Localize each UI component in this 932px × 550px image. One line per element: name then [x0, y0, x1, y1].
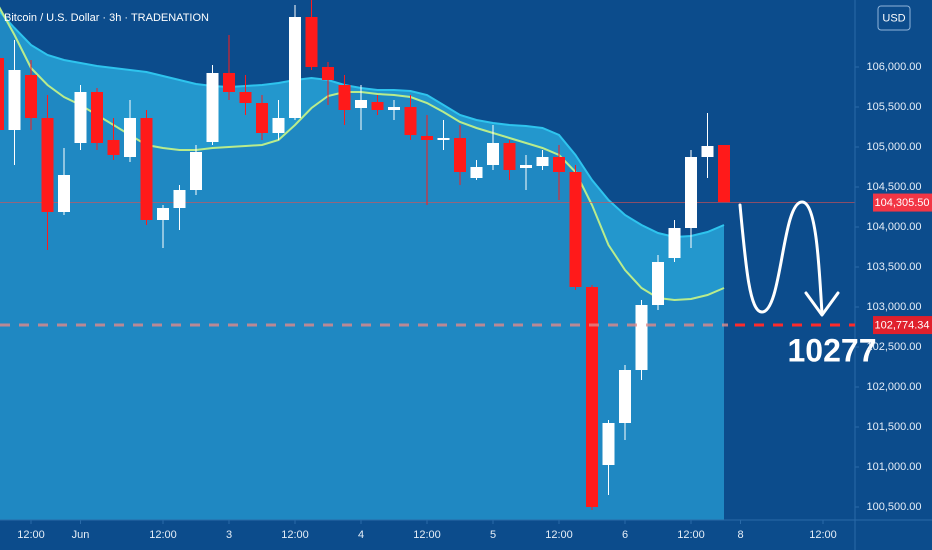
candle-body: [668, 228, 681, 258]
y-tick-label: 106,000.00: [866, 61, 921, 73]
band-area: [0, 12, 724, 520]
x-tick-label: Jun: [72, 529, 90, 541]
x-tick-label: 8: [737, 529, 743, 541]
forecast-arrow-head: [804, 291, 840, 317]
candle-body: [701, 146, 714, 157]
x-tick-label: 12:00: [545, 529, 573, 541]
candle-body: [107, 140, 120, 155]
candle-body: [91, 92, 103, 143]
y-tick-label: 101,500.00: [866, 421, 921, 433]
plot-area: [0, 0, 855, 520]
x-tick-label: 4: [358, 529, 364, 541]
candle-body: [322, 67, 334, 80]
band-fill: [0, 8, 724, 300]
y-tick-label: 104,500.00: [866, 181, 921, 193]
candle-body: [223, 73, 235, 92]
candle-body: [536, 157, 549, 166]
x-tick-label: 6: [622, 529, 628, 541]
target-label: 102,774.34: [874, 319, 929, 331]
candle-body: [454, 138, 466, 172]
candle-body: [256, 103, 268, 133]
candle-body: [569, 172, 582, 287]
y-tick-label: 103,500.00: [866, 261, 921, 273]
x-tick-label: 5: [490, 529, 496, 541]
y-tick-label: 103,000.00: [866, 301, 921, 313]
currency-button[interactable]: [877, 5, 911, 31]
x-tick-label: 12:00: [677, 529, 705, 541]
y-tick-label: 104,000.00: [866, 221, 921, 233]
candle-body: [685, 157, 697, 228]
x-tick-label: 12:00: [281, 529, 309, 541]
currency-label[interactable]: USD: [882, 12, 905, 24]
candle-body: [487, 143, 499, 165]
candle-body: [0, 58, 4, 130]
y-tick-label: 105,500.00: [866, 101, 921, 113]
x-tick-label: 12:00: [413, 529, 441, 541]
candle-body: [437, 138, 450, 140]
candle-body: [619, 370, 631, 423]
candle-body: [58, 175, 70, 212]
candle-body: [718, 145, 730, 202]
candle-body: [25, 75, 37, 118]
candle-body: [190, 152, 202, 190]
last-price-box: [873, 193, 932, 212]
candle-body: [404, 107, 417, 135]
candle-body: [421, 136, 433, 140]
candle-body: [338, 85, 351, 110]
candle-body: [602, 423, 615, 465]
x-tick-label: 12:00: [149, 529, 177, 541]
candle-body: [305, 17, 318, 67]
candle-body: [272, 118, 285, 133]
candle-body: [520, 165, 532, 168]
y-tick-label: 100,500.00: [866, 501, 921, 513]
candle-body: [635, 305, 648, 370]
y-tick-label: 105,000.00: [866, 141, 921, 153]
candle-body: [157, 208, 169, 220]
candle-body: [124, 118, 136, 157]
candle-body: [289, 17, 301, 118]
y-tick-label: 102,000.00: [866, 381, 921, 393]
candle-body: [586, 287, 598, 507]
target-annotation: 10277: [788, 332, 877, 368]
forecast-arrow: [738, 200, 824, 316]
x-tick-label: 3: [226, 529, 232, 541]
candle-body: [140, 118, 153, 220]
candle-body: [371, 102, 384, 110]
target-box: [873, 316, 932, 335]
candle-body: [388, 107, 400, 110]
candle-body: [239, 92, 252, 103]
chart-title: Bitcoin / U.S. Dollar · 3h · TRADENATION: [4, 12, 209, 24]
candle-body: [553, 157, 565, 172]
y-tick-label: 102,500.00: [866, 341, 921, 353]
candle-body: [74, 92, 87, 143]
y-tick-label: 101,000.00: [866, 461, 921, 473]
x-tick-label: 12:00: [17, 529, 45, 541]
candle-body: [206, 73, 219, 142]
candle-body: [173, 190, 186, 208]
candle-body: [503, 143, 516, 170]
last-price-label: 104,305.50: [874, 197, 929, 209]
candle-body: [8, 70, 21, 130]
candle-body: [652, 262, 664, 305]
candle-body: [470, 167, 483, 178]
x-tick-label: 12:00: [809, 529, 837, 541]
candle-body: [355, 100, 367, 108]
candle-body: [41, 118, 54, 212]
